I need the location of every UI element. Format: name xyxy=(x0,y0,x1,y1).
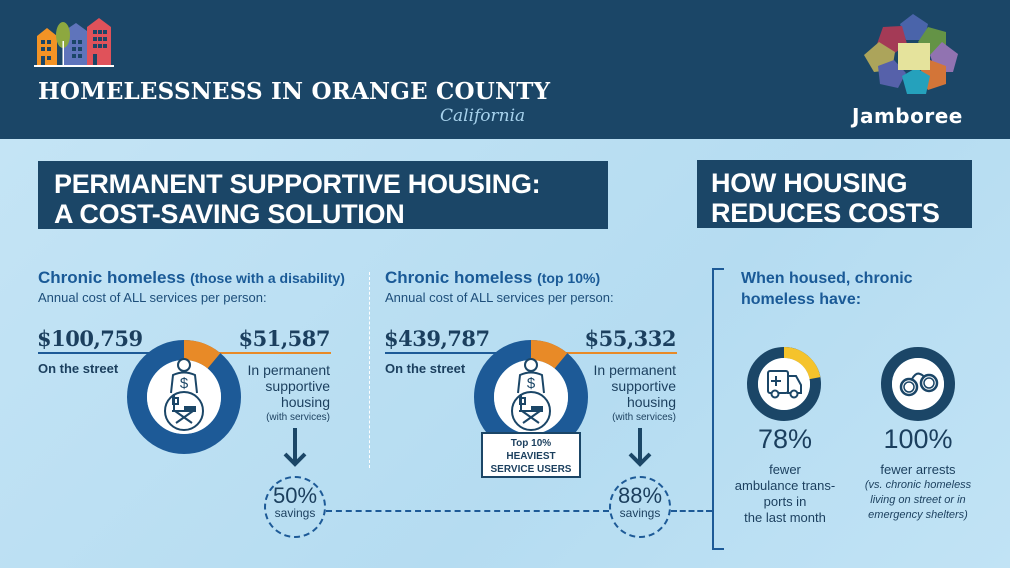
housing-label: In permanent supportive housing (with se… xyxy=(230,362,331,426)
handcuffs-icon xyxy=(899,372,939,397)
jamboree-logo-icon xyxy=(864,14,958,94)
stat-line: fewer xyxy=(769,462,801,477)
savings-percent: 50% xyxy=(272,483,318,508)
housing-label: In permanent supportive housing (with se… xyxy=(576,362,677,426)
donut-main-segment xyxy=(881,347,955,421)
banner-line: A COST-SAVING SOLUTION xyxy=(54,199,405,229)
svg-text:$: $ xyxy=(180,375,189,392)
banner-line: PERMANENT SUPPORTIVE HOUSING: xyxy=(54,169,541,199)
housing-cost-line xyxy=(210,352,331,354)
column-title: Chronic homeless (those with a disabilit… xyxy=(38,268,345,288)
housing-cost-line xyxy=(560,352,677,354)
right-title-line: When housed, chronic xyxy=(741,270,913,287)
street-cost-line xyxy=(385,352,505,354)
page-title: HOMELESSNESS IN ORANGE COUNTY xyxy=(38,78,551,105)
housing-note: (with services) xyxy=(612,412,676,423)
stat-value: 78% xyxy=(757,424,813,454)
donut-accent-segment xyxy=(783,347,821,380)
stat-value: 100% xyxy=(883,424,953,454)
column-divider xyxy=(369,272,370,468)
header xyxy=(0,0,1010,139)
stat-line: ambulance trans- xyxy=(734,478,836,493)
right-title-line: homeless have: xyxy=(741,291,862,308)
right-section-title: When housed, chronic homeless have: xyxy=(741,268,913,310)
page-subtitle: California xyxy=(440,106,526,126)
street-cost-line xyxy=(38,352,170,354)
stat-description: fewer arrests xyxy=(880,462,956,477)
street-label: On the street xyxy=(38,361,119,376)
patient-cost-icon: $ xyxy=(511,358,551,431)
banner-how-housing: HOW HOUSING REDUCES COSTS xyxy=(697,160,972,228)
banner-line: HOW HOUSING xyxy=(711,168,908,198)
donut-center xyxy=(892,358,944,410)
savings-label: savings xyxy=(274,506,316,520)
top-users-badge: Top 10% HEAVIEST SERVICE USERS xyxy=(481,432,581,478)
badge-line: Top 10% xyxy=(510,438,552,449)
down-arrow-icon xyxy=(628,428,652,467)
donut-accent-segment xyxy=(530,340,568,369)
stat-note-line: living on street or in xyxy=(870,494,966,506)
badge-line: SERVICE USERS xyxy=(490,464,572,475)
housing-label-line: housing xyxy=(280,394,330,410)
stat-line: ports in xyxy=(763,494,807,509)
street-cost: $439,787 xyxy=(384,326,490,351)
housing-label-line: supportive xyxy=(265,378,330,394)
housing-note: (with services) xyxy=(266,412,330,423)
stat-line: the last month xyxy=(744,510,826,525)
housing-cost: $55,332 xyxy=(584,326,677,351)
banner-psh: PERMANENT SUPPORTIVE HOUSING: A COST-SAV… xyxy=(38,161,608,229)
savings-connector xyxy=(326,510,609,512)
street-label: On the street xyxy=(385,361,466,376)
housing-label-line: In permanent xyxy=(593,362,677,378)
brand-name: Jamboree xyxy=(852,104,963,128)
column-title: Chronic homeless (top 10%) xyxy=(385,268,600,288)
houses-logo-icon xyxy=(34,18,114,67)
donut-accent-segment xyxy=(183,340,221,369)
cost-donut-chart: $ xyxy=(127,340,241,454)
stat-description: fewer ambulance trans- ports in the last… xyxy=(715,462,855,526)
patient-cost-icon: $ xyxy=(164,358,204,431)
savings-connector xyxy=(671,510,712,512)
stat-note-line: (vs. chronic homeless xyxy=(864,479,972,491)
street-cost: $100,759 xyxy=(37,326,143,351)
savings-badge: 50% savings xyxy=(264,476,326,538)
svg-text:$: $ xyxy=(527,375,536,392)
column-subtitle: Annual cost of ALL services per person: xyxy=(385,290,614,305)
badge-line: HEAVIEST xyxy=(506,451,556,462)
stat-note-line: emergency shelters) xyxy=(868,509,968,521)
column-title-paren: (those with a disability) xyxy=(190,270,345,286)
down-arrow-icon xyxy=(283,428,307,467)
section-bracket xyxy=(712,268,724,550)
arrests-stat-ring xyxy=(881,347,955,421)
housing-label-line: housing xyxy=(626,394,676,410)
banner-line: REDUCES COSTS xyxy=(711,198,940,228)
housing-label-line: In permanent xyxy=(247,362,331,378)
column-title-main: Chronic homeless xyxy=(385,268,533,287)
column-title-paren: (top 10%) xyxy=(537,270,601,286)
housing-cost: $51,587 xyxy=(238,326,331,351)
stat-note: (vs. chronic homeless living on street o… xyxy=(853,478,983,523)
column-title-main: Chronic homeless xyxy=(38,268,186,287)
savings-percent: 88% xyxy=(617,483,663,508)
savings-badge: 88% savings xyxy=(609,476,671,538)
ambulance-icon xyxy=(767,370,802,399)
column-subtitle: Annual cost of ALL services per person: xyxy=(38,290,267,305)
savings-label: savings xyxy=(619,506,661,520)
housing-label-line: supportive xyxy=(611,378,676,394)
